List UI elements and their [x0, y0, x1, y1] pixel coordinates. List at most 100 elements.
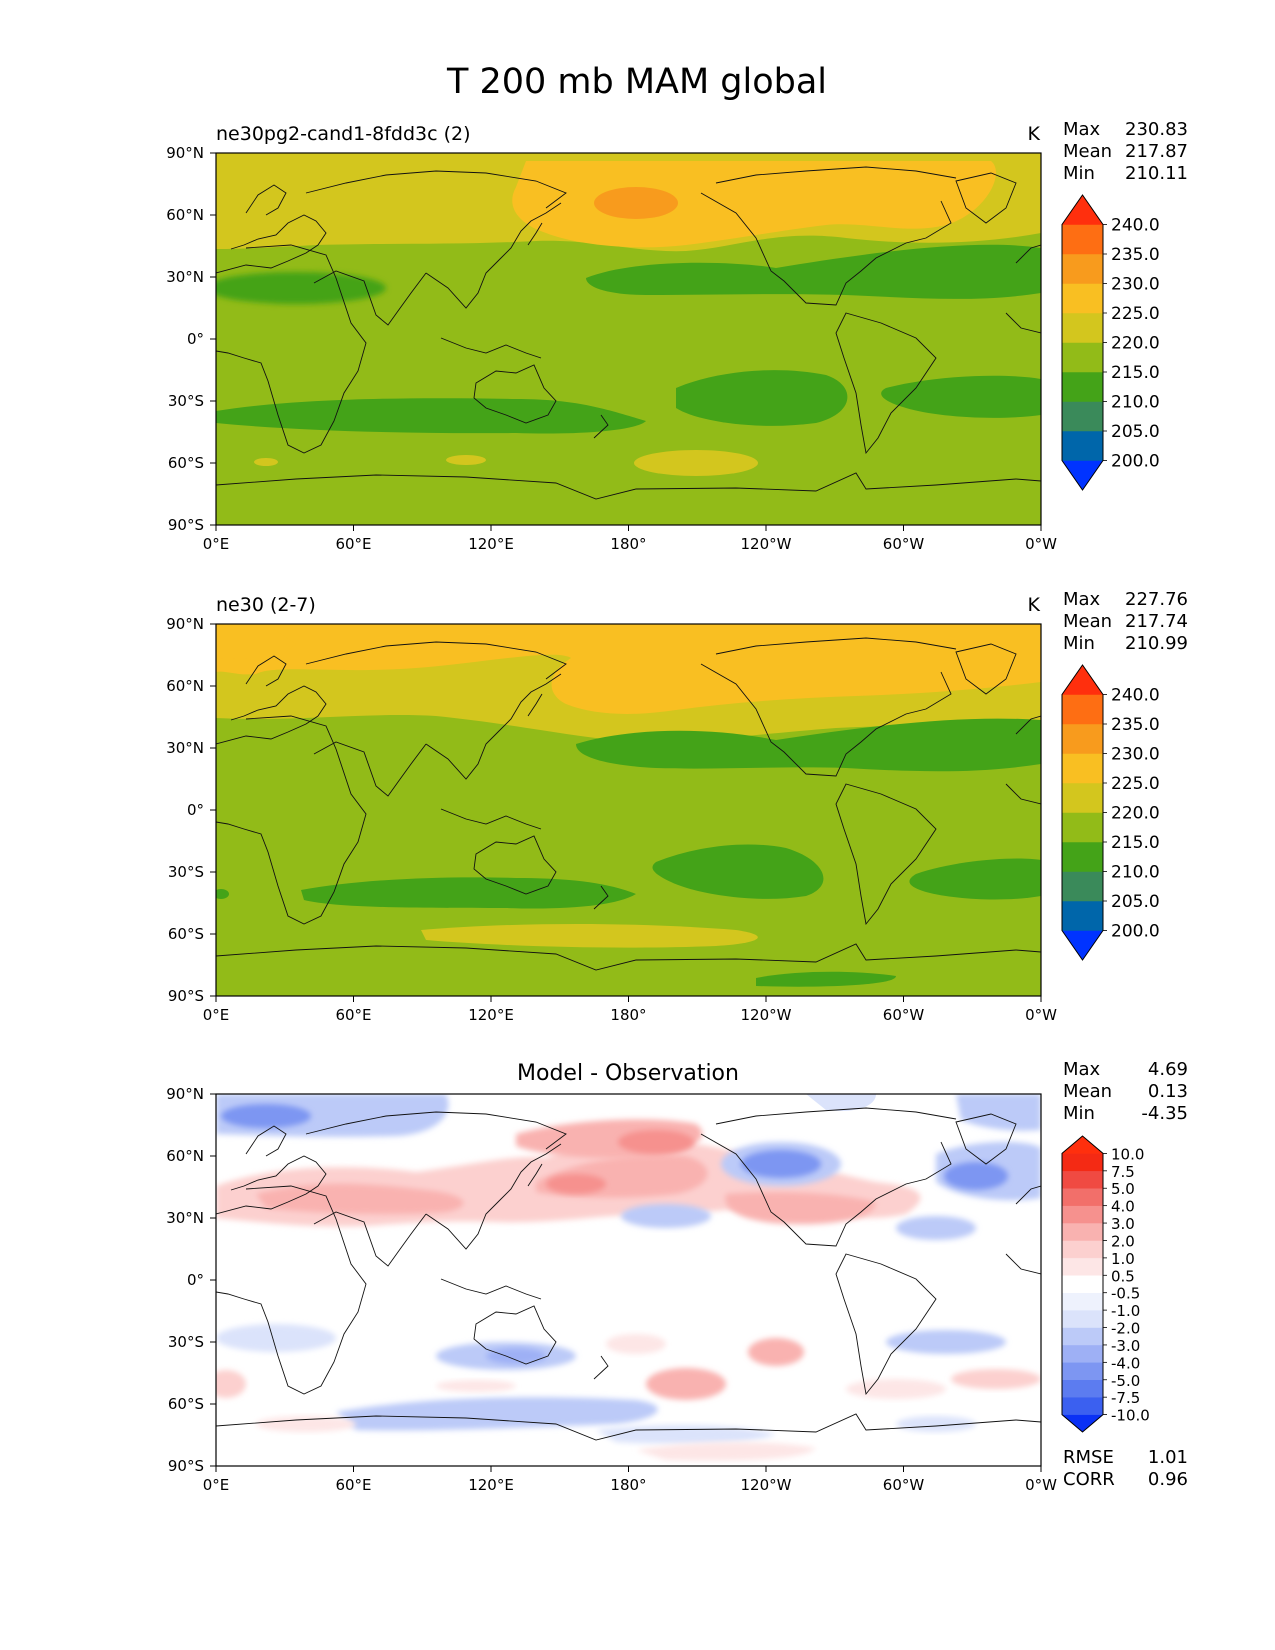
- y-tick-label: 90°N: [166, 615, 204, 633]
- x-tick-label: 0°W: [1025, 535, 1057, 553]
- y-tick-label: 60°N: [166, 1147, 204, 1165]
- colorbar-band: [1061, 812, 1104, 843]
- colorbar-band: [1061, 1205, 1104, 1224]
- stat-label: Max: [1063, 1059, 1101, 1080]
- y-tick-label: 60°S: [168, 925, 204, 943]
- stat-value: 230.83: [1125, 119, 1188, 140]
- colorbar-band: [1061, 900, 1104, 931]
- panel-2-axes: 0°E 60°E 120°E 180° 120°W 60°W 0°W 90°N 60°N 30°N…: [166, 615, 1057, 1024]
- x-tick-label: 180°: [610, 535, 646, 553]
- colorbar-tick-label: -5.0: [1111, 1372, 1140, 1390]
- colorbar-tick-label: 0.5: [1111, 1267, 1135, 1285]
- colorbar-tick-label: 240.0: [1111, 216, 1160, 236]
- colorbar-band: [1061, 1414, 1104, 1433]
- colorbar-tick-label: 215.0: [1111, 363, 1160, 383]
- colorbar-tick-label: 240.0: [1111, 686, 1160, 706]
- colorbar-band: [1061, 723, 1104, 754]
- panel-3: Model - Observation 0°E 60°E 120°E 180° 120°…: [166, 1059, 1188, 1494]
- x-tick-label: 0°W: [1025, 1476, 1057, 1494]
- colorbar-tick-label: 210.0: [1111, 863, 1160, 883]
- stat-value: 217.87: [1125, 141, 1188, 162]
- x-tick-label: 120°E: [468, 1006, 514, 1024]
- y-tick-label: 0°: [187, 1271, 204, 1289]
- colorbar-band: [1061, 930, 1104, 961]
- x-tick-label: 120°W: [741, 535, 792, 553]
- y-tick-label: 30°N: [166, 268, 204, 286]
- colorbar-tick-label: 215.0: [1111, 833, 1160, 853]
- colorbar-band: [1061, 1344, 1104, 1363]
- colorbar-band: [1061, 1327, 1104, 1346]
- stat-value: 4.69: [1148, 1059, 1188, 1080]
- colorbar-band: [1061, 1292, 1104, 1311]
- colorbar-band: [1061, 1170, 1104, 1189]
- panel-3-metrics: RMSE 1.01 CORR 0.96: [1063, 1447, 1188, 1490]
- y-tick-label: 90°S: [168, 1457, 204, 1475]
- colorbar-tick-label: 205.0: [1111, 892, 1160, 912]
- colorbar-band: [1061, 1275, 1104, 1293]
- y-tick-label: 30°N: [166, 1209, 204, 1227]
- y-tick-label: 30°S: [168, 392, 204, 410]
- colorbar-tick-label: 3.0: [1111, 1215, 1135, 1233]
- colorbar-tick-label: -3.0: [1111, 1337, 1140, 1355]
- colorbar-band: [1061, 224, 1104, 255]
- rmse-value: 1.01: [1148, 1447, 1188, 1468]
- panel-1-colorbar: 200.0 205.0 210.0 215.0 220.0 225.0 230.0 235.0…: [1061, 194, 1160, 491]
- x-tick-label: 0°E: [203, 1006, 230, 1024]
- colorbar-tick-label: 2.0: [1111, 1232, 1135, 1250]
- colorbar-tick-label: -1.0: [1111, 1302, 1140, 1320]
- colorbar-tick-label: 230.0: [1111, 275, 1160, 295]
- x-tick-label: 0°W: [1025, 1006, 1057, 1024]
- x-tick-label: 120°E: [468, 1476, 514, 1494]
- panel-3-stats: Max 4.69 Mean 0.13 Min -4.35: [1063, 1059, 1188, 1124]
- colorbar-tick-label: -10.0: [1111, 1407, 1150, 1425]
- colorbar-tick-label: 1.0: [1111, 1250, 1135, 1268]
- x-tick-label: 60°E: [335, 535, 371, 553]
- colorbar-band: [1061, 841, 1104, 872]
- colorbar-tick-label: 5.0: [1111, 1180, 1135, 1198]
- panel-1-title: ne30pg2-cand1-8fdd3c (2): [216, 123, 471, 145]
- stat-label: Max: [1063, 119, 1101, 140]
- stat-value: -4.35: [1141, 1103, 1188, 1124]
- panel-3-title: Model - Observation: [517, 1061, 739, 1086]
- colorbar-band: [1061, 253, 1104, 284]
- y-tick-label: 30°S: [168, 863, 204, 881]
- x-tick-label: 60°W: [883, 535, 925, 553]
- y-tick-label: 60°S: [168, 1395, 204, 1413]
- panel-1-map: [216, 153, 1041, 525]
- y-tick-label: 30°N: [166, 739, 204, 757]
- colorbar-tick-label: 210.0: [1111, 393, 1160, 413]
- panel-1-stats: Max 230.83 Mean 217.87 Min 210.11: [1063, 119, 1188, 184]
- stat-value: 227.76: [1125, 589, 1188, 610]
- colorbar-tick-label: 200.0: [1111, 452, 1160, 472]
- colorbar-band: [1061, 401, 1104, 432]
- panel-1: ne30pg2-cand1-8fdd3c (2) K 0°E 60°E 120°E 1…: [166, 119, 1188, 553]
- y-tick-label: 90°S: [168, 516, 204, 534]
- x-tick-label: 0°E: [203, 1476, 230, 1494]
- colorbar-tick-label: 225.0: [1111, 304, 1160, 324]
- colorbar-band: [1061, 1187, 1104, 1206]
- colorbar-band: [1061, 1362, 1104, 1381]
- y-tick-label: 0°: [187, 801, 204, 819]
- y-tick-label: 90°N: [166, 1085, 204, 1103]
- colorbar-tick-label: 230.0: [1111, 745, 1160, 765]
- colorbar-tick-label: 235.0: [1111, 245, 1160, 265]
- stat-label: Min: [1063, 633, 1095, 654]
- colorbar-band: [1061, 342, 1104, 373]
- panel-3-colorbar: -10.0-7.5-5.0-4.0-3.0-2.0-1.0-0.50.51.02…: [1061, 1135, 1150, 1433]
- y-tick-label: 90°N: [166, 144, 204, 162]
- colorbar-tick-label: -0.5: [1111, 1285, 1140, 1303]
- colorbar-band: [1061, 1257, 1104, 1276]
- colorbar-band: [1061, 694, 1104, 725]
- y-tick-label: 60°N: [166, 677, 204, 695]
- colorbar-band: [1061, 194, 1104, 225]
- colorbar-tick-label: 4.0: [1111, 1198, 1135, 1216]
- y-tick-label: 60°N: [166, 206, 204, 224]
- y-tick-label: 60°S: [168, 454, 204, 472]
- colorbar-tick-label: 10.0: [1111, 1145, 1144, 1163]
- colorbar-band: [1061, 1135, 1104, 1154]
- stat-label: Mean: [1063, 1081, 1112, 1102]
- x-tick-label: 180°: [610, 1476, 646, 1494]
- colorbar-band: [1061, 312, 1104, 343]
- x-tick-label: 120°E: [468, 535, 514, 553]
